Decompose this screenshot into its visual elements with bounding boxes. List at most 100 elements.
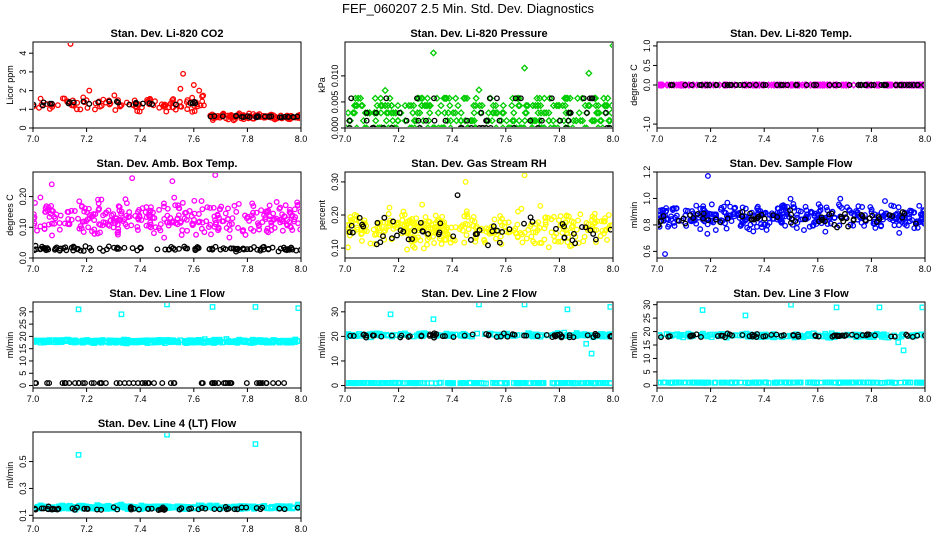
black-data-point [758, 211, 765, 218]
data-point [209, 339, 216, 345]
black-data-point [41, 245, 48, 252]
black-data-point [561, 234, 568, 241]
data-point [372, 116, 380, 125]
outlier-point [209, 304, 216, 310]
data-point [92, 211, 99, 218]
data-point [281, 338, 288, 345]
black-data-point [297, 247, 300, 253]
black-data-point [275, 380, 282, 387]
data-point [98, 196, 105, 203]
data-point [815, 201, 822, 208]
y-axis-label: degrees C [629, 64, 639, 106]
data-point [135, 208, 141, 215]
x-tick-label: 7.8 [241, 134, 254, 144]
black-data-point [838, 214, 845, 220]
data-point [98, 102, 105, 109]
black-data-point [275, 248, 282, 255]
data-point [407, 101, 415, 110]
data-point [513, 380, 520, 387]
data-point [157, 221, 164, 228]
data-point [572, 116, 581, 125]
data-point [846, 379, 853, 386]
black-data-point [565, 117, 572, 124]
chart-panel: Stan. Dev. Line 3 Flow 7.0 7.2 7.4 7.6 7.8 8.0… [629, 288, 931, 404]
black-data-point [71, 244, 78, 251]
chart-title: Stan. Dev. Line 3 Flow [733, 288, 849, 300]
x-tick-label: 7.0 [651, 264, 664, 274]
outlier-point [583, 340, 590, 347]
data-point [510, 109, 518, 117]
data-point [809, 222, 816, 229]
data-point [247, 225, 254, 232]
black-data-point [859, 213, 866, 219]
chart-title: Stan. Dev. Li-820 Temp. [730, 28, 852, 40]
data-point [822, 228, 829, 235]
points-layer [34, 303, 300, 387]
data-point [731, 205, 738, 212]
x-tick-label: 7.6 [500, 264, 513, 274]
black-data-point [680, 215, 687, 222]
black-data-point [739, 208, 746, 215]
black-data-point [587, 227, 594, 234]
data-point [394, 116, 402, 125]
data-point [561, 94, 569, 103]
black-data-point [896, 82, 903, 88]
black-data-point [219, 113, 226, 120]
points-layer [658, 303, 924, 386]
black-data-point [554, 331, 561, 338]
data-point [107, 217, 114, 224]
black-data-point [257, 506, 264, 513]
black-data-point [608, 333, 612, 340]
black-data-point [687, 212, 694, 219]
data-point [77, 223, 84, 230]
data-point [161, 203, 167, 210]
black-data-point [363, 334, 370, 341]
x-tick-label: 7.8 [241, 524, 254, 534]
y-tick-label: 1 [18, 107, 28, 112]
data-point [681, 379, 688, 386]
x-tick-label: 7.8 [241, 394, 254, 404]
black-data-point [72, 380, 78, 387]
data-point [429, 225, 436, 232]
data-point [49, 232, 55, 239]
black-data-point [570, 230, 577, 237]
black-data-point [215, 380, 222, 387]
black-data-point [363, 109, 370, 116]
chart-title: Stan. Dev. Li-820 Pressure [410, 28, 547, 40]
data-point [881, 379, 888, 386]
data-point [114, 338, 121, 345]
outlier-point [67, 43, 74, 47]
black-data-point [126, 101, 133, 108]
data-point [519, 239, 526, 246]
plot-frame [344, 301, 614, 389]
black-data-point [469, 331, 476, 338]
data-point [172, 339, 179, 345]
black-data-point [111, 244, 117, 251]
black-data-point [521, 332, 528, 339]
data-point [564, 239, 571, 246]
data-point [801, 227, 807, 234]
data-point [350, 101, 359, 110]
data-point [460, 94, 468, 103]
data-point [658, 379, 664, 386]
black-data-point [485, 332, 492, 339]
data-point [522, 109, 531, 117]
black-data-point [139, 380, 146, 387]
black-data-point [437, 220, 444, 227]
black-data-point [700, 210, 707, 217]
black-data-point [390, 218, 397, 225]
x-tick-label: 7.4 [758, 134, 771, 144]
black-data-point [209, 245, 216, 252]
data-point [421, 220, 428, 227]
data-point [771, 379, 778, 386]
data-point [491, 216, 498, 223]
black-data-point [831, 332, 837, 339]
black-data-point [855, 82, 862, 88]
data-point [286, 218, 293, 225]
data-point [859, 204, 866, 210]
data-point [557, 238, 564, 245]
plot-frame [32, 301, 302, 389]
data-point [95, 196, 101, 203]
black-data-point [572, 240, 579, 247]
data-point [163, 108, 170, 115]
